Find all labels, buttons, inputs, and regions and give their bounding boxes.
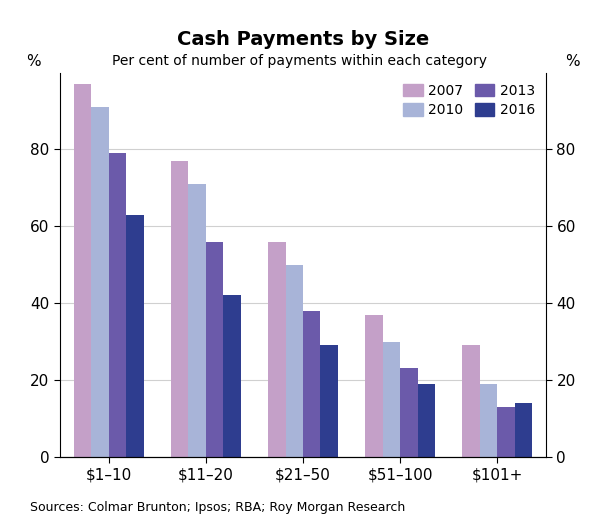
Bar <box>400 368 418 457</box>
Bar <box>480 384 497 457</box>
Bar <box>515 403 532 457</box>
Legend: 2007, 2010, 2013, 2016: 2007, 2010, 2013, 2016 <box>399 79 539 121</box>
Text: %: % <box>565 54 580 69</box>
Bar <box>286 265 303 457</box>
Bar <box>418 384 435 457</box>
Bar <box>188 184 206 457</box>
Bar <box>171 161 188 457</box>
Bar <box>126 215 143 457</box>
Title: Cash Payments by Size: Cash Payments by Size <box>177 30 429 49</box>
Bar <box>383 342 400 457</box>
Bar <box>303 311 320 457</box>
Bar <box>206 242 223 457</box>
Bar <box>223 295 241 457</box>
Bar <box>91 107 109 457</box>
Bar <box>109 153 126 457</box>
Text: Per cent of number of payments within each category: Per cent of number of payments within ea… <box>113 54 487 69</box>
Text: Sources: Colmar Brunton; Ipsos; RBA; Roy Morgan Research: Sources: Colmar Brunton; Ipsos; RBA; Roy… <box>30 501 405 514</box>
Bar <box>497 407 515 457</box>
Bar <box>320 345 338 457</box>
Bar <box>268 242 286 457</box>
Text: %: % <box>26 54 41 69</box>
Bar <box>463 345 480 457</box>
Bar <box>365 315 383 457</box>
Bar <box>74 84 91 457</box>
